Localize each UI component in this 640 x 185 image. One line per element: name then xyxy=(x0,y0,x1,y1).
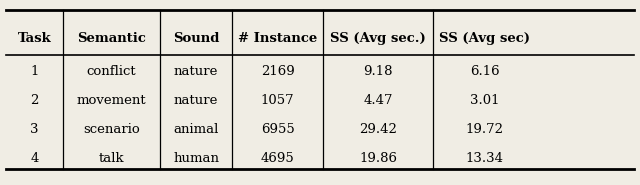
Text: Sound: Sound xyxy=(173,32,220,45)
Text: SS (Avg sec): SS (Avg sec) xyxy=(439,32,530,45)
Text: 3.01: 3.01 xyxy=(470,94,499,107)
Text: talk: talk xyxy=(99,152,124,165)
Text: human: human xyxy=(173,152,219,165)
Text: # Instance: # Instance xyxy=(238,32,317,45)
Text: 6.16: 6.16 xyxy=(470,65,499,78)
Text: animal: animal xyxy=(173,123,219,136)
Text: SS (Avg sec.): SS (Avg sec.) xyxy=(330,32,426,45)
Text: 13.34: 13.34 xyxy=(466,152,504,165)
Text: 6955: 6955 xyxy=(260,123,294,136)
Text: 29.42: 29.42 xyxy=(359,123,397,136)
Text: 9.18: 9.18 xyxy=(364,65,393,78)
Text: 2169: 2169 xyxy=(260,65,294,78)
Text: 2: 2 xyxy=(31,94,39,107)
Text: Task: Task xyxy=(18,32,51,45)
Text: 1057: 1057 xyxy=(261,94,294,107)
Text: conflict: conflict xyxy=(86,65,136,78)
Text: 1: 1 xyxy=(31,65,39,78)
Text: scenario: scenario xyxy=(83,123,140,136)
Text: 4695: 4695 xyxy=(260,152,294,165)
Text: 19.72: 19.72 xyxy=(466,123,504,136)
Text: nature: nature xyxy=(174,65,218,78)
Text: 19.86: 19.86 xyxy=(359,152,397,165)
Text: 4: 4 xyxy=(31,152,39,165)
Text: 4.47: 4.47 xyxy=(364,94,393,107)
Text: nature: nature xyxy=(174,94,218,107)
Text: Semantic: Semantic xyxy=(77,32,146,45)
Text: movement: movement xyxy=(77,94,147,107)
Text: 3: 3 xyxy=(30,123,39,136)
